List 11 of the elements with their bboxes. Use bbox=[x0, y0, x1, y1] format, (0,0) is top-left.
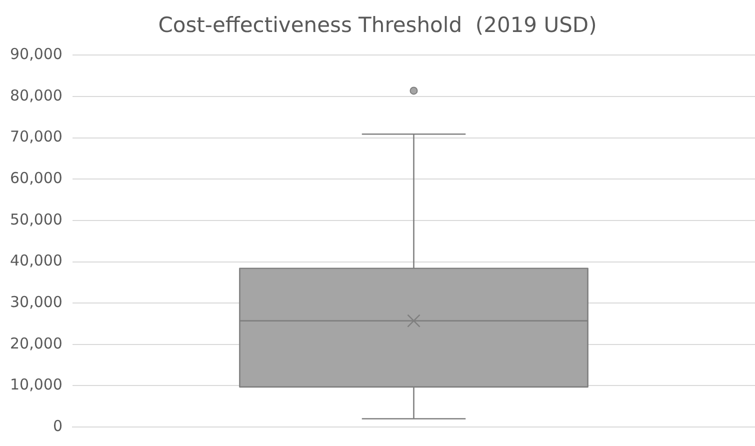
y-tick-label: 70,000 bbox=[10, 128, 62, 146]
y-tick-label: 50,000 bbox=[10, 210, 62, 228]
y-tick-label: 0 bbox=[52, 416, 62, 435]
y-tick-label: 90,000 bbox=[10, 45, 62, 64]
chart-title: Cost-effectiveness Threshold (2019 USD) bbox=[158, 13, 597, 38]
y-tick-label: 20,000 bbox=[10, 334, 62, 352]
y-tick-label: 60,000 bbox=[10, 169, 62, 188]
y-tick-label: 40,000 bbox=[10, 252, 62, 270]
y-tick-label: 10,000 bbox=[10, 376, 62, 394]
y-tick-label: 80,000 bbox=[10, 86, 62, 104]
y-tick-label: 30,000 bbox=[10, 292, 62, 311]
